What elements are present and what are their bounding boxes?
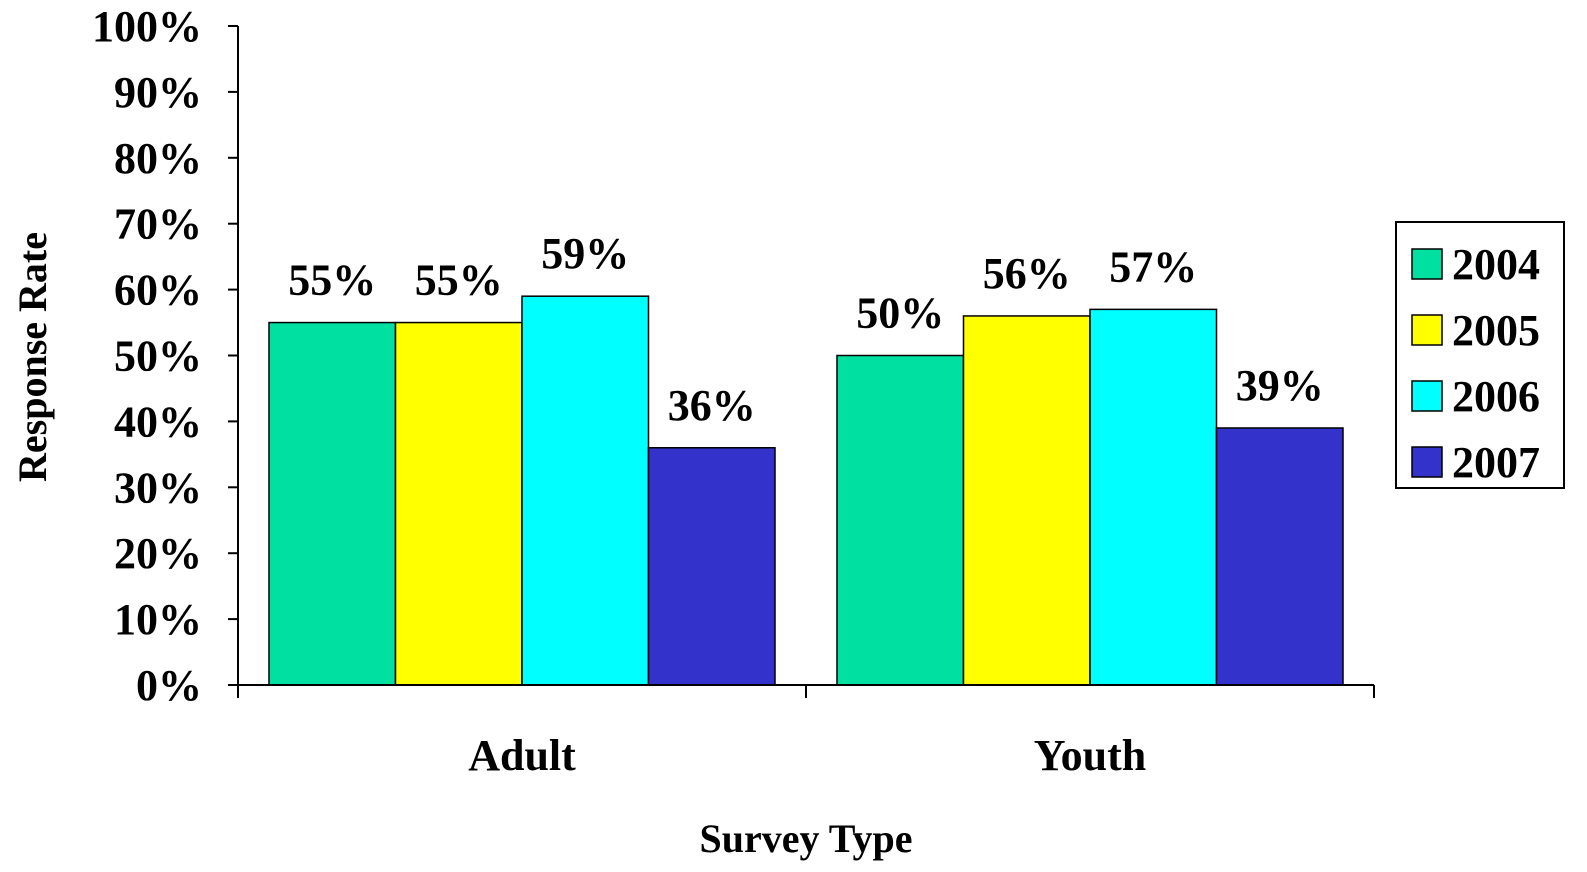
data-label: 36%: [668, 381, 756, 430]
legend-label-2007: 2007: [1452, 438, 1540, 487]
y-tick-label: 80%: [114, 134, 202, 183]
x-axis-title: Survey Type: [700, 816, 913, 861]
data-label: 55%: [288, 256, 376, 305]
bar-youth-2004: [836, 354, 965, 686]
legend: 2004 2005 2006 2007: [1395, 221, 1565, 489]
bar-youth-2005: [962, 315, 1091, 686]
y-tick-label: 100%: [92, 2, 202, 51]
category-label-youth: Youth: [1034, 731, 1147, 780]
y-tick-label: 0%: [136, 661, 202, 710]
category-label-adult: Adult: [468, 731, 576, 780]
y-axis-ticks: 0% 10% 20% 30% 40% 50% 60% 70% 80% 90% 100%: [92, 2, 238, 710]
data-label: 57%: [1109, 242, 1197, 291]
data-label: 39%: [1236, 361, 1324, 410]
legend-swatch-2004: [1411, 248, 1443, 280]
data-label: 55%: [415, 256, 503, 305]
y-axis-title: Response Rate: [10, 232, 55, 482]
legend-swatch-2007: [1411, 446, 1443, 478]
y-tick-label: 30%: [114, 463, 202, 512]
legend-label-2005: 2005: [1452, 306, 1540, 355]
data-labels-group: 55% 55% 59% 36% 50% 56% 57% 39%: [288, 229, 1324, 430]
y-tick-label: 70%: [114, 200, 202, 249]
y-tick-label: 60%: [114, 266, 202, 315]
bar-youth-2007: [1215, 427, 1344, 686]
bars-group: [268, 295, 1344, 686]
data-label: 59%: [541, 229, 629, 278]
y-tick-label: 10%: [114, 595, 202, 644]
axes-group: [237, 26, 1375, 698]
bar-adult-2005: [394, 321, 523, 686]
y-tick-label: 40%: [114, 397, 202, 446]
bar-youth-2006: [1089, 308, 1218, 686]
y-tick-label: 50%: [114, 332, 202, 381]
category-labels-group: Adult Youth: [468, 731, 1146, 780]
legend-label-2006: 2006: [1452, 372, 1540, 421]
y-tick-label: 90%: [114, 68, 202, 117]
bar-adult-2004: [268, 321, 397, 686]
legend-swatch-2005: [1411, 314, 1443, 346]
bar-adult-2006: [521, 295, 650, 686]
bar-adult-2007: [647, 447, 776, 686]
data-label: 56%: [983, 249, 1071, 298]
legend-swatch-2006: [1411, 380, 1443, 412]
y-tick-label: 20%: [114, 529, 202, 578]
data-label: 50%: [856, 289, 944, 338]
legend-label-2004: 2004: [1452, 240, 1540, 289]
